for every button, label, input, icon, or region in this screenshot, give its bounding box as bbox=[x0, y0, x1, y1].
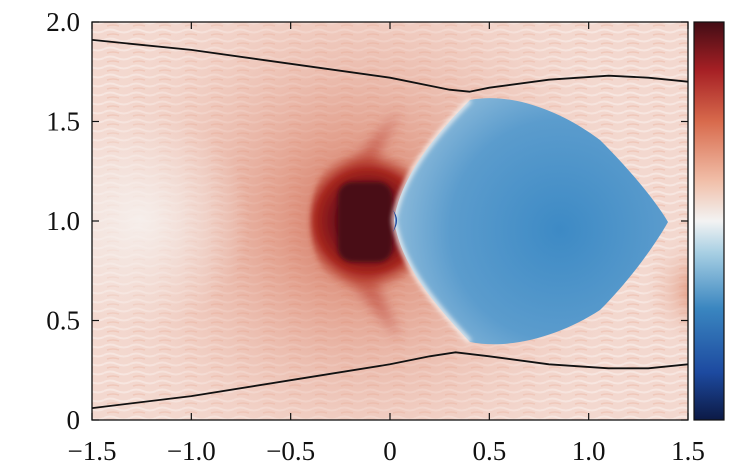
colorbar bbox=[693, 21, 725, 421]
field-blue-tip bbox=[393, 210, 397, 232]
field-blue-front-edge bbox=[391, 98, 472, 344]
colorbar-gradient bbox=[694, 22, 724, 420]
y-tick-label: 2.0 bbox=[46, 7, 80, 37]
field-dark-core bbox=[338, 182, 392, 262]
y-tick-label: 0 bbox=[67, 405, 81, 435]
x-tick-label: −1.0 bbox=[167, 436, 216, 466]
boundary-line-upper bbox=[92, 39, 688, 93]
x-tick-label: −0.5 bbox=[266, 436, 315, 466]
x-tick-label: 0 bbox=[383, 436, 397, 466]
x-tick-label: −1.5 bbox=[68, 436, 117, 466]
x-tick-label: 1.5 bbox=[671, 436, 705, 466]
y-tick-label: 1.5 bbox=[46, 107, 80, 137]
boundary-line-lower bbox=[92, 351, 688, 409]
field-left-light bbox=[92, 22, 312, 420]
x-tick-label: 1.0 bbox=[572, 436, 606, 466]
y-tick-label: 0.5 bbox=[46, 306, 80, 336]
colorbar-frame bbox=[693, 21, 725, 421]
plot-area bbox=[92, 22, 688, 420]
field-blue-region bbox=[394, 98, 668, 345]
x-tick-label: 0.5 bbox=[472, 436, 506, 466]
y-axis-ticks: 0 0.5 1.0 1.5 2.0 bbox=[46, 7, 688, 435]
x-axis-ticks: −1.5 −1.0 −0.5 0 0.5 1.0 1.5 bbox=[68, 22, 705, 466]
y-tick-label: 1.0 bbox=[46, 206, 80, 236]
